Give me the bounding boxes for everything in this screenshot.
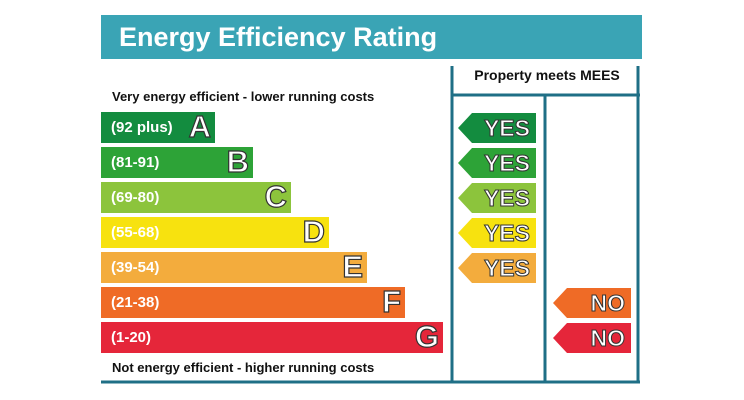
rating-band-g: (1-20) G [101,318,443,355]
rating-band-e: (39-54) E [101,248,367,285]
band-letter: B [226,143,250,179]
band-range-label: (69-80) [111,189,160,206]
mees-arrow-e: YES [458,253,536,283]
band-letter: C [264,178,288,214]
mees-title: Property meets MEES [474,67,620,83]
page-title: Energy Efficiency Rating [119,22,438,52]
rating-band-d: (55-68) D [101,213,329,250]
band-range-label: (92 plus) [111,119,173,136]
band-range-label: (21-38) [111,294,160,311]
band-letter: D [302,213,326,249]
band-letter: G [414,318,439,354]
band-letter: F [381,283,401,319]
bottom-caption: Not energy efficient - higher running co… [112,360,375,375]
top-caption: Very energy efficient - lower running co… [112,89,375,104]
rating-band-b: (81-91) B [101,143,253,180]
mees-arrow-c: YES [458,183,536,213]
band-letter: E [342,248,364,284]
rating-band-f: (21-38) F [101,283,405,320]
title-banner: Energy Efficiency Rating [101,15,642,59]
band-range-label: (81-91) [111,154,160,171]
mees-arrow-f: NO [553,288,631,318]
band-letter: A [188,108,212,144]
rating-band-c: (69-80) C [101,178,291,215]
mees-arrow-d: YES [458,218,536,248]
mees-arrow-b: YES [458,148,536,178]
band-range-label: (55-68) [111,224,160,241]
rating-band-a: (92 plus) A [101,108,215,145]
mees-arrow-g: NO [553,323,631,353]
band-range-label: (1-20) [111,329,152,346]
band-range-label: (39-54) [111,259,160,276]
mees-arrow-a: YES [458,113,536,143]
